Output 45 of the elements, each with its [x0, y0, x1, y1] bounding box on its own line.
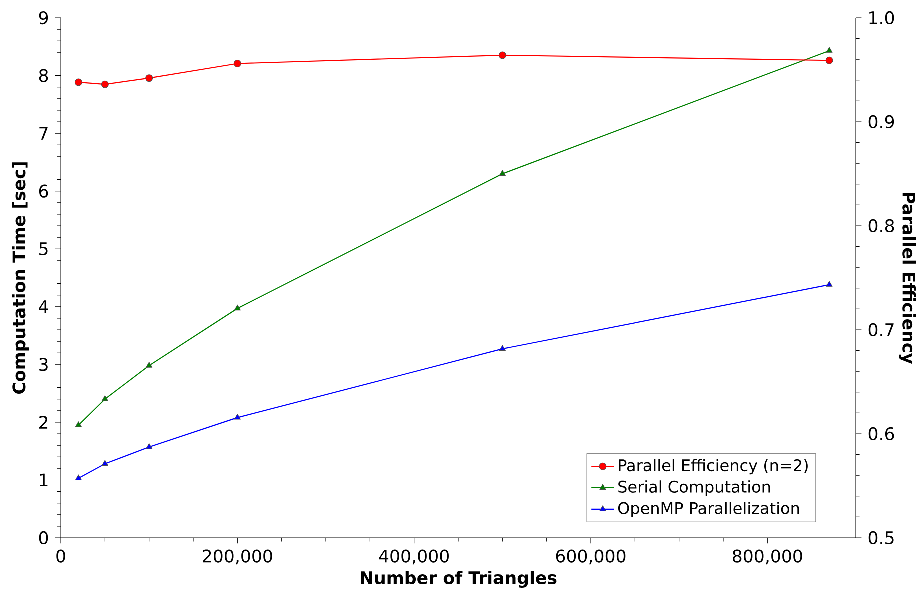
y-axis-title: Computation Time [sec] — [12, 162, 30, 394]
y-tick-label: 4 — [39, 300, 48, 314]
point — [146, 74, 154, 82]
point — [498, 52, 506, 60]
y-tick-label: 2 — [40, 416, 48, 429]
point — [75, 422, 82, 428]
y-tick-label: 5 — [40, 242, 48, 256]
point — [74, 78, 82, 86]
legend-label: OpenMP Parallelization — [618, 502, 800, 518]
y-tick-label: 7 — [40, 127, 48, 140]
point — [75, 474, 82, 480]
x-tick-label: 600,000 — [556, 550, 626, 565]
point — [234, 60, 242, 68]
point — [102, 396, 108, 402]
point — [102, 460, 108, 466]
x-tick-label: 200,000 — [203, 550, 272, 565]
point — [826, 281, 833, 287]
y2-tick-label: 0.5 — [868, 531, 894, 545]
point — [499, 345, 506, 352]
y-tick-label: 8 — [39, 69, 48, 82]
y-tick-label: 1 — [40, 474, 48, 487]
y-tick-label: 0 — [39, 531, 48, 545]
legend-label: Serial Computation — [618, 480, 770, 496]
x-tick-label: 0 — [56, 550, 66, 563]
y2-tick-label: 0.8 — [868, 219, 894, 233]
y2-axis-title: Parallel Efficiency — [899, 193, 916, 364]
y2-tick-label: 1.0 — [870, 11, 894, 25]
point — [499, 170, 506, 176]
y-tick-label: 6 — [39, 184, 48, 198]
point — [234, 414, 241, 420]
point — [146, 444, 153, 450]
legend-label: Parallel Efficiency (n=2) — [619, 459, 808, 475]
point — [101, 80, 109, 88]
point — [234, 304, 241, 311]
point — [146, 362, 153, 368]
y-tick-label: 3 — [40, 358, 48, 372]
y2-tick-label: 0.7 — [868, 323, 894, 337]
point — [826, 47, 833, 53]
x-tick-label: 800,000 — [732, 550, 802, 565]
y-tick-label: 9 — [39, 11, 48, 25]
point — [826, 56, 834, 64]
y2-tick-label: 0.6 — [868, 427, 894, 441]
x-axis-title: Number of Triangles — [361, 571, 557, 588]
x-tick-label: 400,000 — [379, 550, 449, 565]
y2-tick-label: 0.9 — [868, 115, 894, 129]
